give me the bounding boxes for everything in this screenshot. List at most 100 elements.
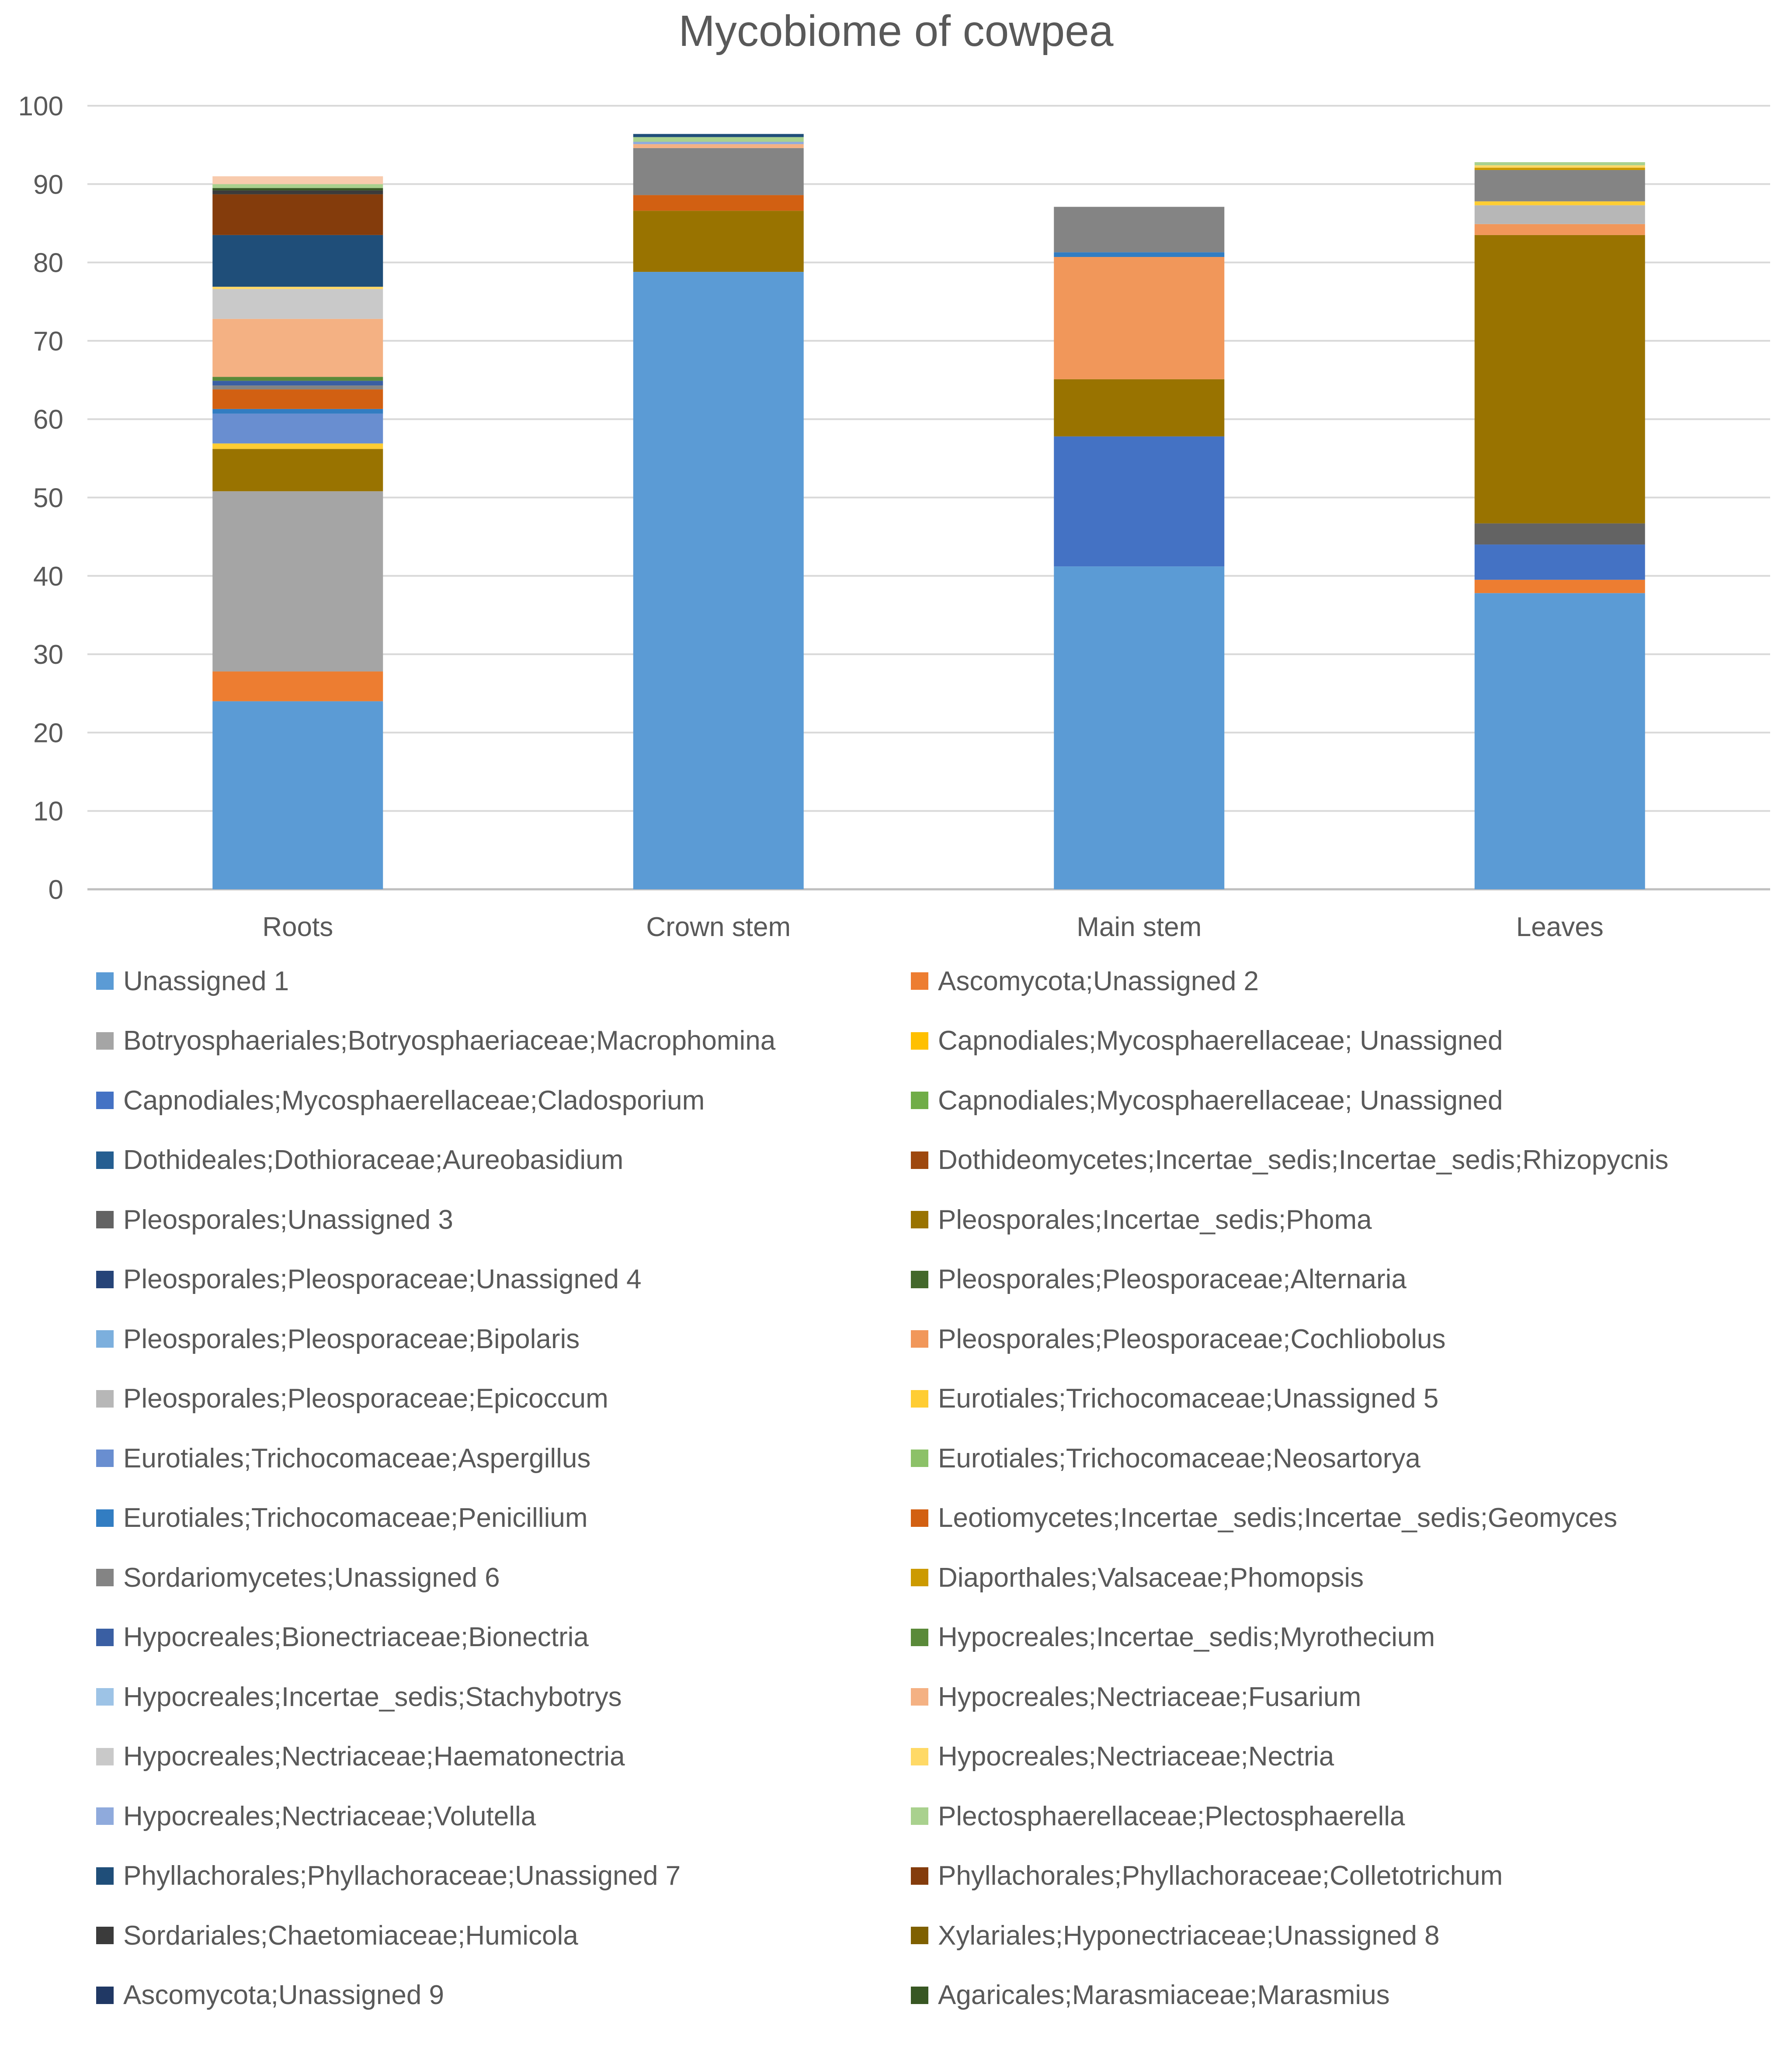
legend-label: Agaricales;Marasmiaceae;Marasmius [938,1980,1390,2010]
legend-swatch [911,1450,928,1467]
bar-segment [212,701,383,889]
bar-segment [1474,205,1645,224]
bar-segment [633,144,804,148]
y-tick-label: 0 [49,875,63,905]
legend-label: Capnodiales;Mycosphaerellaceae; Unassign… [938,1085,1503,1116]
bar-segment [1054,436,1225,567]
bars [212,134,1645,890]
y-tick-label: 60 [33,405,63,435]
y-tick-label: 30 [33,640,63,670]
chart: Mycobiome of cowpea 0 10 20 30 40 50 60 70 80 90 1… [18,7,1770,942]
legend-swatch [96,1032,114,1050]
legend-item: Pleosporales;Pleosporaceae;Alternaria [911,1253,1407,1306]
legend-swatch [96,1867,114,1885]
legend-swatch [96,972,114,990]
legend-item: Dothideales;Dothioraceae;Aureobasidium [96,1134,623,1186]
legend-swatch [911,1688,928,1706]
legend-swatch [96,1450,114,1467]
bar-segment [212,449,383,492]
legend-swatch [96,1628,114,1646]
legend-swatch [911,1330,928,1348]
legend-item: Hypocreales;Bionectriaceae;Bionectria [96,1611,589,1664]
legend-item: Eurotiales;Trichocomaceae;Unassigned 5 [911,1373,1438,1425]
bar-segment [212,289,383,319]
legend-swatch [96,1092,114,1109]
legend-label: Botryosphaeriales;Botryosphaeriaceae;Mac… [123,1026,776,1056]
legend-item: Unassigned 1 [96,955,289,1007]
legend-item: Dothideomycetes;Incertae_sedis;Incertae_… [911,1134,1668,1186]
y-tick-label: 10 [33,797,63,827]
legend-label: Pleosporales;Unassigned 3 [123,1204,453,1235]
legend-item: Eurotiales;Trichocomaceae;Neosartorya [911,1432,1420,1484]
y-tick-label: 80 [33,248,63,278]
legend-label: Hypocreales;Nectriaceae;Haematonectria [123,1741,625,1772]
bar-segment [212,389,383,409]
bar-segment [212,671,383,701]
bar-segment [1054,207,1225,253]
legend-swatch [96,1569,114,1586]
legend-swatch [911,1569,928,1586]
legend-item: Ascomycota;Unassigned 2 [911,955,1259,1007]
legend-item: Botryosphaeriales;Botryosphaeriaceae;Mac… [96,1015,775,1067]
bar-segment [633,142,804,144]
legend-item: Pleosporales;Pleosporaceae;Cochliobolus [911,1313,1446,1365]
legend-swatch [911,1092,928,1109]
bar-segment [1474,523,1645,545]
legend-swatch [911,1867,928,1885]
bar-segment [1474,224,1645,235]
legend-item: Plectosphaerellaceae;Plectosphaerella [911,1790,1405,1842]
legend-label: Pleosporales;Pleosporaceae;Alternaria [938,1264,1407,1294]
legend-swatch [96,1390,114,1408]
bar-segment [633,272,804,890]
legend-swatch [911,1211,928,1228]
legend-item: Pleosporales;Pleosporaceae;Unassigned 4 [96,1253,642,1306]
bar-segment [212,377,383,381]
legend-item: Eurotiales;Trichocomaceae;Penicillium [96,1492,587,1544]
legend-label: Hypocreales;Nectriaceae;Nectria [938,1741,1334,1772]
legend-item: Hypocreales;Nectriaceae;Nectria [911,1730,1334,1783]
legend-swatch [96,1270,114,1288]
y-tick-label: 70 [33,326,63,357]
legend-label: Pleosporales;Pleosporaceae;Cochliobolus [938,1324,1446,1354]
bar-segment [212,190,383,194]
legend-item: Capnodiales;Mycosphaerellaceae;Cladospor… [96,1074,705,1127]
legend-label: Sordariales;Chaetomiaceae;Humicola [123,1920,578,1951]
legend-swatch [96,1151,114,1169]
bar-segment [633,137,804,142]
legend-label: Pleosporales;Pleosporaceae;Bipolaris [123,1324,580,1354]
legend-swatch [96,1688,114,1706]
legend-label: Hypocreales;Incertae_sedis;Stachybotrys [123,1682,622,1712]
legend-item: Xylariales;Hyponectriaceae;Unassigned 8 [911,1909,1440,1962]
legend-swatch [911,1151,928,1169]
legend-item: Hypocreales;Nectriaceae;Volutella [96,1790,536,1842]
legend-swatch [96,1927,114,1944]
bar-segment [212,491,383,672]
legend-swatch [96,1807,114,1825]
legend-label: Phyllachorales;Phyllachoraceae;Unassigne… [123,1861,681,1891]
legend-label: Pleosporales;Pleosporaceae;Epicoccum [123,1384,608,1414]
legend-label: Diaporthales;Valsaceae;Phomopsis [938,1562,1364,1593]
bar-segment [1474,235,1645,524]
bar-segment [212,443,383,449]
legend-swatch [911,1748,928,1765]
bar-segment [1474,201,1645,205]
chart-title: Mycobiome of cowpea [679,7,1114,55]
legend-item: Pleosporales;Pleosporaceae;Epicoccum [96,1373,608,1425]
bar-segment [1474,170,1645,201]
legend-swatch [96,1748,114,1765]
legend-item: Capnodiales;Mycosphaerellaceae; Unassign… [911,1074,1503,1127]
bar-segment [212,188,383,191]
legend-swatch [911,1032,928,1050]
legend-swatch [911,1986,928,2004]
bar-segment [1474,593,1645,889]
y-tick-label: 20 [33,718,63,748]
legend-label: Sordariomycetes;Unassigned 6 [123,1562,500,1593]
legend-label: Hypocreales;Nectriaceae;Fusarium [938,1682,1361,1712]
legend-label: Ascomycota;Unassigned 9 [123,1980,445,2010]
legend-label: Phyllachorales;Phyllachoraceae;Colletotr… [938,1861,1503,1891]
y-tick-label: 40 [33,562,63,592]
legend-swatch [911,1807,928,1825]
legend-swatch [96,1509,114,1527]
legend-label: Pleosporales;Pleosporaceae;Unassigned 4 [123,1264,642,1294]
legend-label: Eurotiales;Trichocomaceae;Aspergillus [123,1443,591,1474]
